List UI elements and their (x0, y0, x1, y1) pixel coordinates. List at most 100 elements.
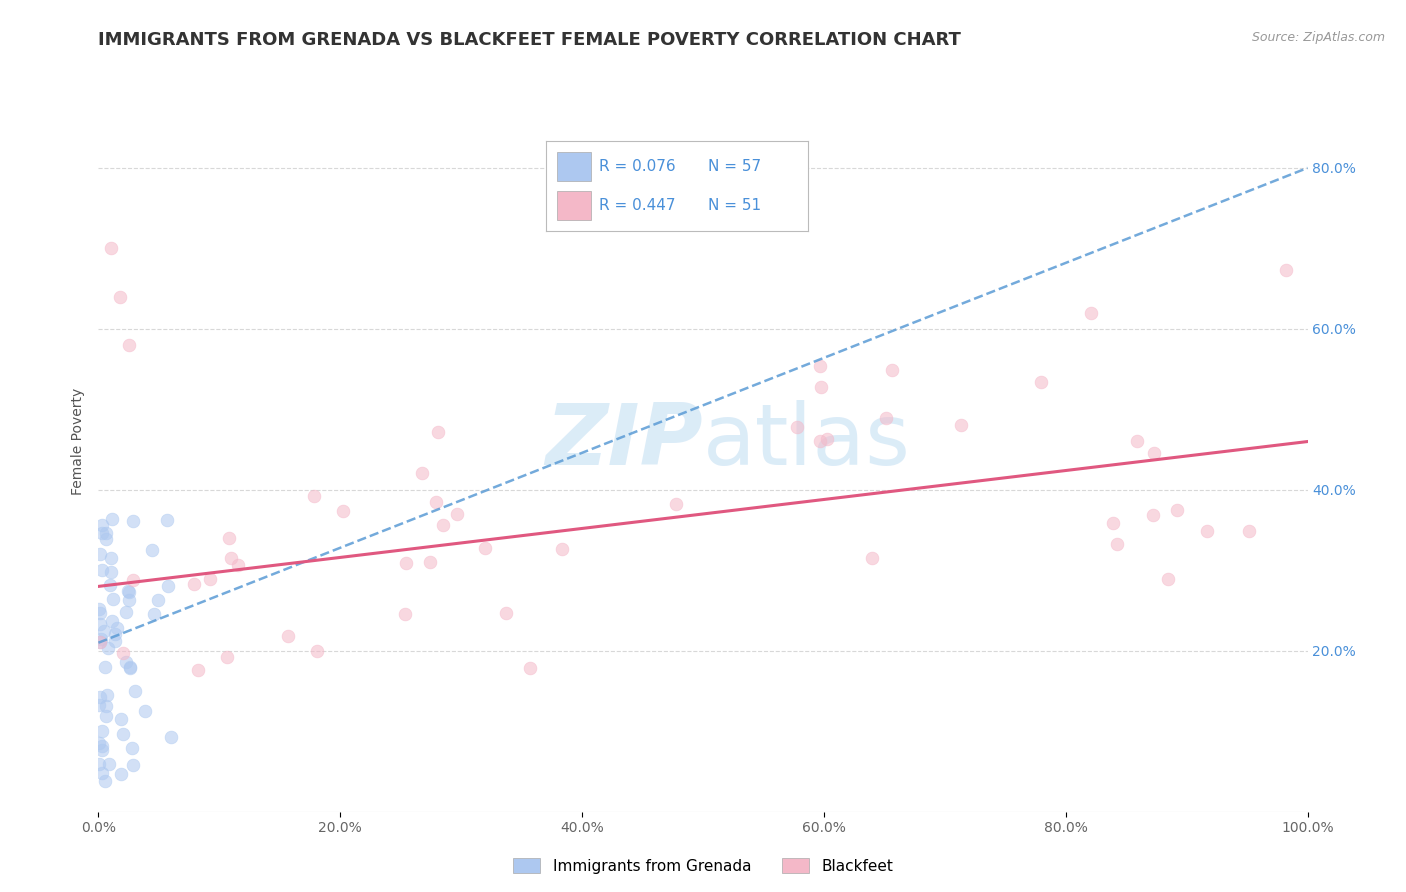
Point (96, 533, 118, 547)
Point (1166, 503, 1188, 517)
Point (124, 683, 146, 698)
Point (108, 290, 131, 304)
Point (332, 504, 354, 518)
Point (551, 542, 574, 557)
Y-axis label: Female Poverty: Female Poverty (72, 388, 86, 495)
Point (121, 514, 143, 528)
Point (118, 661, 141, 675)
Point (156, 513, 179, 527)
Point (101, 614, 124, 628)
Point (432, 518, 454, 533)
Point (219, 550, 242, 565)
Point (104, 633, 127, 648)
Point (394, 607, 416, 621)
Text: IMMIGRANTS FROM GRENADA VS BLACKFEET FEMALE POVERTY CORRELATION CHART: IMMIGRANTS FROM GRENADA VS BLACKFEET FEM… (98, 31, 962, 49)
Point (87, 602, 110, 616)
Point (91, 742, 114, 756)
Point (91, 739, 114, 754)
Text: ZIP: ZIP (546, 400, 703, 483)
Bar (557, 153, 591, 181)
Legend: Immigrants from Grenada, Blackfeet: Immigrants from Grenada, Blackfeet (506, 852, 900, 880)
Point (98, 578, 121, 592)
Point (111, 726, 134, 740)
Point (519, 661, 541, 675)
Point (276, 629, 298, 643)
Point (875, 411, 897, 425)
Point (419, 555, 441, 569)
Point (93, 624, 115, 638)
Point (226, 558, 249, 573)
Point (425, 495, 447, 509)
Point (808, 359, 831, 374)
Point (665, 497, 688, 511)
Point (94, 699, 117, 714)
Point (101, 591, 124, 606)
Point (1126, 434, 1149, 448)
Point (157, 579, 180, 593)
Point (87, 698, 110, 712)
Point (104, 627, 127, 641)
Point (134, 704, 156, 718)
Point (1029, 375, 1052, 389)
Point (1157, 572, 1180, 586)
Point (87, 736, 110, 750)
Point (1195, 524, 1218, 539)
Point (411, 466, 433, 480)
Point (90, 517, 112, 532)
Point (111, 647, 134, 661)
Point (118, 585, 141, 599)
Point (817, 432, 839, 446)
Point (100, 566, 122, 580)
Point (446, 508, 468, 522)
Point (100, 551, 122, 566)
Point (110, 712, 132, 726)
Point (1275, 263, 1298, 277)
Point (148, 592, 170, 607)
Point (159, 730, 181, 744)
Point (395, 556, 418, 570)
Bar (557, 192, 591, 220)
Point (495, 607, 517, 621)
Point (89, 548, 111, 562)
Point (426, 425, 449, 439)
Point (1080, 306, 1102, 320)
Point (1143, 446, 1166, 460)
Text: Source: ZipAtlas.com: Source: ZipAtlas.com (1251, 31, 1385, 45)
Point (218, 531, 240, 545)
Point (89, 690, 111, 704)
Point (121, 758, 143, 772)
Point (200, 572, 222, 586)
Point (115, 655, 138, 669)
Text: atlas: atlas (703, 400, 911, 483)
Point (89, 635, 111, 649)
Text: R = 0.447: R = 0.447 (599, 198, 675, 213)
Point (100, 241, 122, 255)
Point (1105, 537, 1128, 551)
Point (143, 607, 166, 622)
Point (94, 708, 117, 723)
Point (186, 663, 208, 677)
Point (121, 740, 143, 755)
Point (89, 617, 111, 632)
Point (215, 650, 238, 665)
Point (302, 489, 325, 503)
Point (117, 584, 139, 599)
Text: N = 51: N = 51 (709, 198, 762, 213)
Text: R = 0.076: R = 0.076 (599, 159, 675, 174)
Point (89, 606, 111, 620)
Point (474, 541, 496, 556)
Point (1142, 508, 1164, 522)
Point (141, 542, 163, 557)
Point (1237, 524, 1260, 539)
Point (1102, 516, 1125, 530)
Point (90, 724, 112, 739)
Point (118, 338, 141, 352)
Point (94, 660, 117, 674)
Text: N = 57: N = 57 (709, 159, 762, 174)
Point (110, 767, 132, 781)
Point (860, 551, 883, 566)
Point (89, 635, 111, 649)
Point (808, 434, 831, 449)
Point (115, 606, 138, 620)
Point (97, 641, 120, 656)
